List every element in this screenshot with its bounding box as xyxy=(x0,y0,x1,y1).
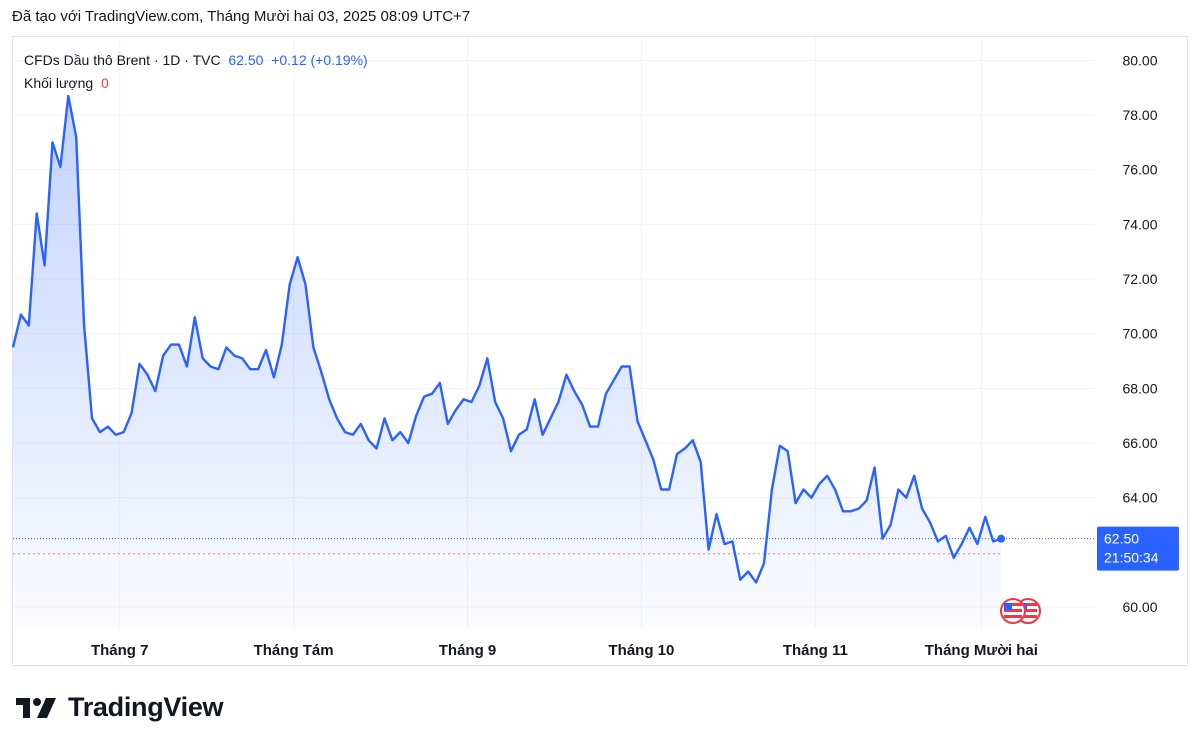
y-tick-label: 68.00 xyxy=(1122,380,1157,396)
tradingview-logo-text: TradingView xyxy=(68,692,224,722)
us-flag-icon[interactable] xyxy=(1000,598,1026,624)
chart-panel xyxy=(12,36,1188,666)
badge-countdown: 21:50:34 xyxy=(1104,550,1159,566)
chart-caption: Đã tạo với TradingView.com, Tháng Mười h… xyxy=(12,8,471,25)
last-price-badge xyxy=(1097,526,1179,571)
x-tick-label: Tháng Mười hai xyxy=(925,642,1038,659)
x-tick-label: Tháng 11 xyxy=(783,642,848,659)
volume-value: 0 xyxy=(100,75,109,91)
badge-price: 62.50 xyxy=(1104,531,1139,547)
area-fill xyxy=(13,95,1002,628)
x-tick-label: Tháng 7 xyxy=(91,642,149,659)
x-axis: Tháng 7 Tháng Tám Tháng 9 Tháng 10 Tháng 11 T… xyxy=(91,642,1038,659)
x-tick-label: Tháng 9 xyxy=(439,642,497,659)
event-flags[interactable] xyxy=(1000,598,1041,624)
tradingview-logo-icon xyxy=(16,697,56,718)
y-tick-label: 72.00 xyxy=(1122,271,1157,287)
legend-change: +0.12 (+0.19%) xyxy=(271,52,368,68)
y-tick-label: 76.00 xyxy=(1122,162,1157,178)
last-price-badge-group: 62.50 21:50:34 xyxy=(1097,526,1179,571)
symbol-label[interactable]: CFDs Dầu thô Brent · 1D · TVC xyxy=(24,52,221,68)
price-area xyxy=(11,94,1006,628)
y-tick-label: 64.00 xyxy=(1122,490,1157,506)
y-tick-label: 66.00 xyxy=(1122,435,1157,451)
symbol-row: CFDs Dầu thô Brent · 1D · TVC 62.50 +0.1… xyxy=(24,49,368,72)
chart-legend: CFDs Dầu thô Brent · 1D · TVC 62.50 +0.1… xyxy=(24,49,368,95)
volume-row: Khối lượng 0 xyxy=(24,72,368,95)
price-line[interactable] xyxy=(11,94,1002,584)
y-tick-label: 70.00 xyxy=(1122,326,1157,342)
volume-label[interactable]: Khối lượng xyxy=(24,75,94,91)
last-point-marker[interactable] xyxy=(997,534,1006,543)
x-tick-label: Tháng Tám xyxy=(254,642,334,659)
y-axis: 80.00 78.00 76.00 74.00 72.00 70.00 68.00 66.00… xyxy=(1122,52,1157,615)
y-tick-label: 74.00 xyxy=(1122,216,1157,232)
tradingview-logo[interactable]: TradingView xyxy=(16,692,224,723)
y-tick-label: 60.00 xyxy=(1122,599,1157,615)
x-tick-label: Tháng 10 xyxy=(609,642,675,659)
y-tick-label: 80.00 xyxy=(1122,52,1157,68)
y-tick-label: 78.00 xyxy=(1122,107,1157,123)
legend-price: 62.50 xyxy=(228,52,264,68)
